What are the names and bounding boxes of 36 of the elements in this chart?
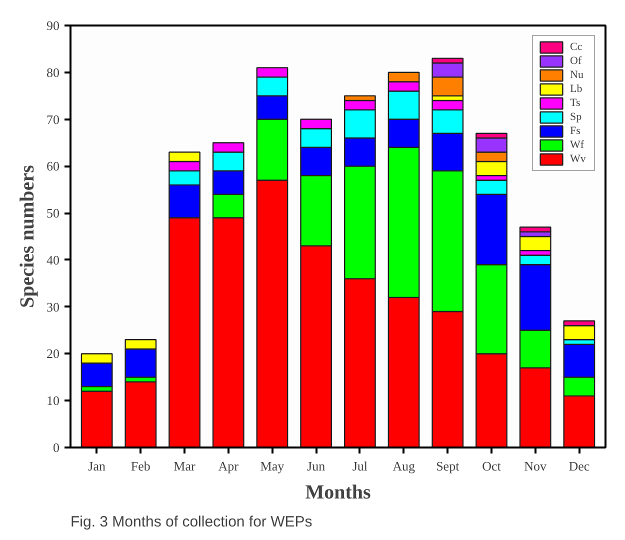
y-tick-label: 50 bbox=[46, 206, 60, 221]
y-tick-label: 10 bbox=[46, 393, 60, 408]
x-axis-title: Months bbox=[305, 482, 371, 504]
x-tick-label: Nov bbox=[524, 458, 548, 474]
bar bbox=[124, 381, 157, 448]
x-tick-label: Jun bbox=[307, 458, 326, 474]
x-tick-label: Jul bbox=[352, 458, 368, 474]
legend-label: Ts bbox=[570, 96, 582, 110]
x-tick-label: Oct bbox=[482, 458, 502, 474]
y-tick-label: 60 bbox=[46, 158, 60, 174]
y-tick-label: 40 bbox=[46, 252, 60, 268]
y-tick-label: 20 bbox=[46, 346, 60, 362]
y-tick-label: 30 bbox=[46, 299, 60, 314]
x-tick-label: Mar bbox=[174, 458, 196, 474]
y-tick-label: 80 bbox=[46, 64, 60, 80]
legend-label: Cc bbox=[570, 40, 584, 54]
bar bbox=[80, 390, 113, 448]
x-tick-label: May bbox=[260, 458, 285, 474]
legend-label: Lb bbox=[570, 82, 584, 96]
legend-label: Wv bbox=[570, 152, 587, 166]
x-tick-label: Feb bbox=[130, 458, 150, 474]
legend-label: Nu bbox=[570, 68, 584, 82]
legend-label: Sp bbox=[570, 110, 583, 124]
x-tick-label: Sept bbox=[436, 458, 460, 474]
x-tick-label: Aug bbox=[392, 458, 416, 474]
legend-label: Fs bbox=[570, 124, 582, 138]
y-axis-title: Species numbers bbox=[16, 164, 38, 308]
y-tick-label: 90 bbox=[46, 18, 60, 33]
x-tick-label: Jan bbox=[88, 458, 106, 474]
legend-label: Of bbox=[570, 54, 583, 68]
caption: Fig. 3 Months of collection for WEPs bbox=[70, 514, 312, 530]
x-tick-label: Apr bbox=[218, 458, 240, 474]
y-tick-label: 0 bbox=[53, 440, 60, 455]
x-tick-label: Dec bbox=[568, 458, 590, 474]
legend-label: Wf bbox=[570, 138, 586, 152]
y-tick-label: 70 bbox=[46, 112, 60, 127]
